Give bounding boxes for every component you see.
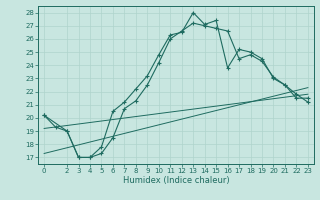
- X-axis label: Humidex (Indice chaleur): Humidex (Indice chaleur): [123, 176, 229, 185]
